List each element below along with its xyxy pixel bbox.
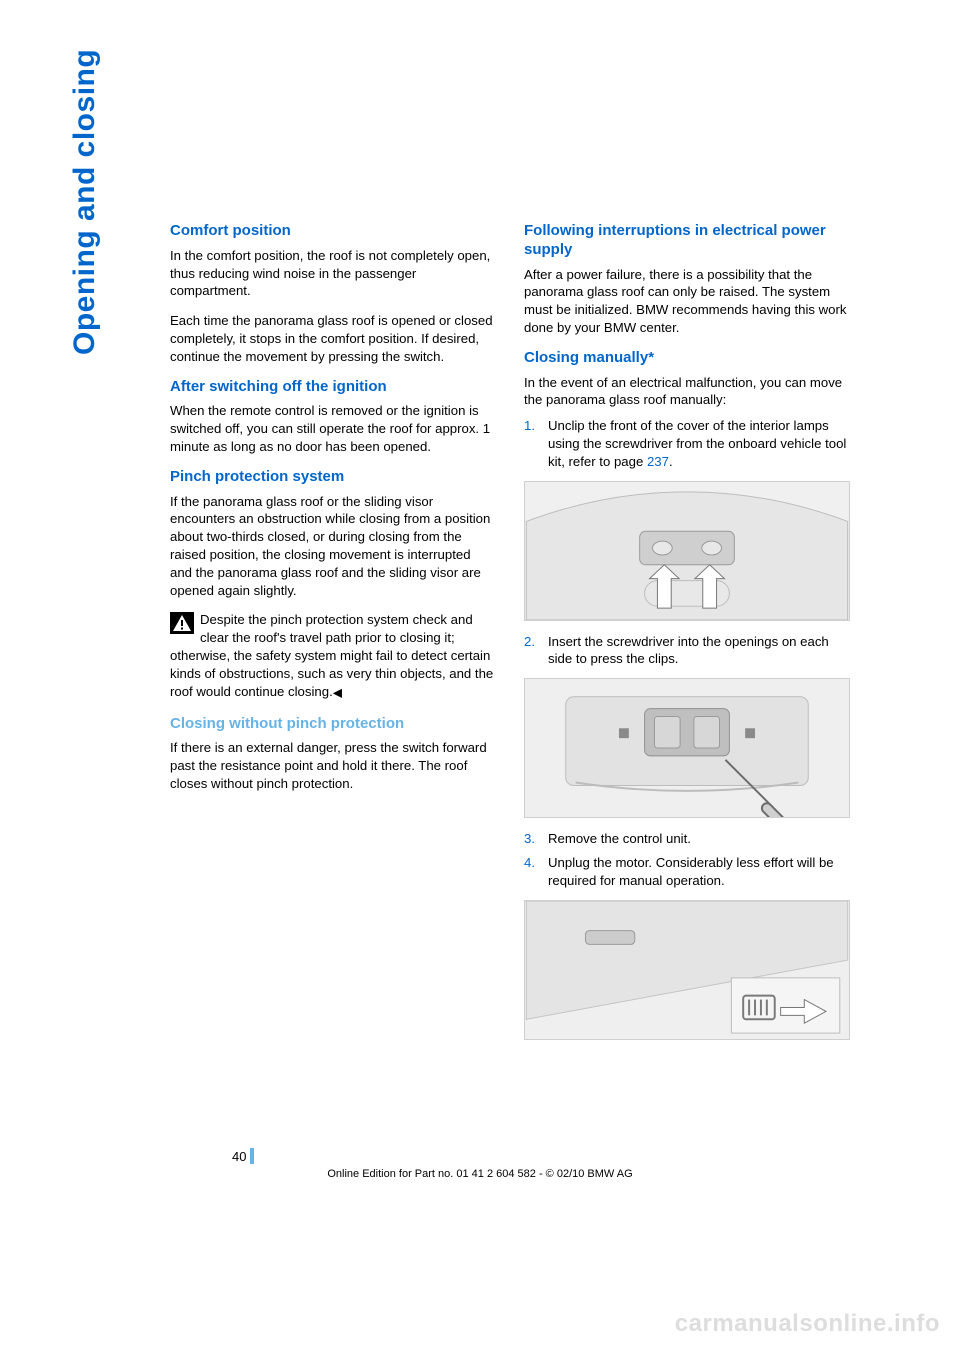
page-number-bar [250, 1148, 254, 1164]
warning-text: Despite the pinch protection system chec… [170, 612, 493, 698]
step-text: Unclip the front of the cover of the int… [548, 418, 846, 469]
step-text: Unplug the motor. Considerably less effo… [548, 855, 834, 888]
body-text: If there is an external danger, press th… [170, 739, 496, 792]
end-marker-icon: ◀ [333, 685, 342, 699]
step-list: 1. Unclip the front of the cover of the … [524, 417, 850, 470]
figure-interior-lamp-cover [524, 481, 850, 621]
left-column: Comfort position In the comfort position… [170, 222, 496, 1052]
figure-unplug-motor [524, 900, 850, 1040]
footer-text: Online Edition for Part no. 01 41 2 604 … [0, 1168, 960, 1180]
list-item: 1. Unclip the front of the cover of the … [524, 417, 850, 470]
subheading-closing-without-pinch: Closing without pinch protection [170, 715, 496, 734]
section-tab-label: Opening and closing [68, 49, 102, 355]
step-list: 2. Insert the screwdriver into the openi… [524, 633, 850, 669]
step-text: Remove the control unit. [548, 831, 691, 846]
page-number-value: 40 [232, 1149, 246, 1164]
heading-power-interruptions: Following interruptions in electrical po… [524, 222, 850, 260]
figure-screwdriver-clips [524, 678, 850, 818]
list-item: 3. Remove the control unit. [524, 830, 850, 848]
step-text: Insert the screwdriver into the openings… [548, 634, 829, 667]
heading-pinch-protection: Pinch protection system [170, 468, 496, 487]
heading-closing-manually: Closing manually* [524, 349, 850, 368]
body-text: If the panorama glass roof or the slidin… [170, 493, 496, 600]
list-number: 4. [524, 854, 535, 872]
right-column: Following interruptions in electrical po… [524, 222, 850, 1052]
page-ref-link[interactable]: 237 [647, 454, 669, 469]
step-text: . [669, 454, 673, 469]
body-text: In the event of an electrical malfunctio… [524, 374, 850, 410]
body-text: When the remote control is removed or th… [170, 402, 496, 455]
heading-after-ignition: After switching off the ignition [170, 378, 496, 397]
body-text: After a power failure, there is a possib… [524, 266, 850, 337]
list-number: 2. [524, 633, 535, 651]
heading-comfort-position: Comfort position [170, 222, 496, 241]
body-text: In the comfort position, the roof is not… [170, 247, 496, 300]
page-number: 40 [232, 1148, 254, 1164]
list-item: 2. Insert the screwdriver into the openi… [524, 633, 850, 669]
body-text: Each time the panorama glass roof is ope… [170, 312, 496, 365]
warning-block: Despite the pinch protection system chec… [170, 611, 496, 700]
step-list: 3. Remove the control unit. 4. Unplug th… [524, 830, 850, 889]
page-content: Comfort position In the comfort position… [170, 222, 850, 1052]
list-item: 4. Unplug the motor. Considerably less e… [524, 854, 850, 890]
list-number: 3. [524, 830, 535, 848]
warning-icon [170, 612, 194, 634]
list-number: 1. [524, 417, 535, 435]
watermark: carmanualsonline.info [675, 1310, 940, 1338]
